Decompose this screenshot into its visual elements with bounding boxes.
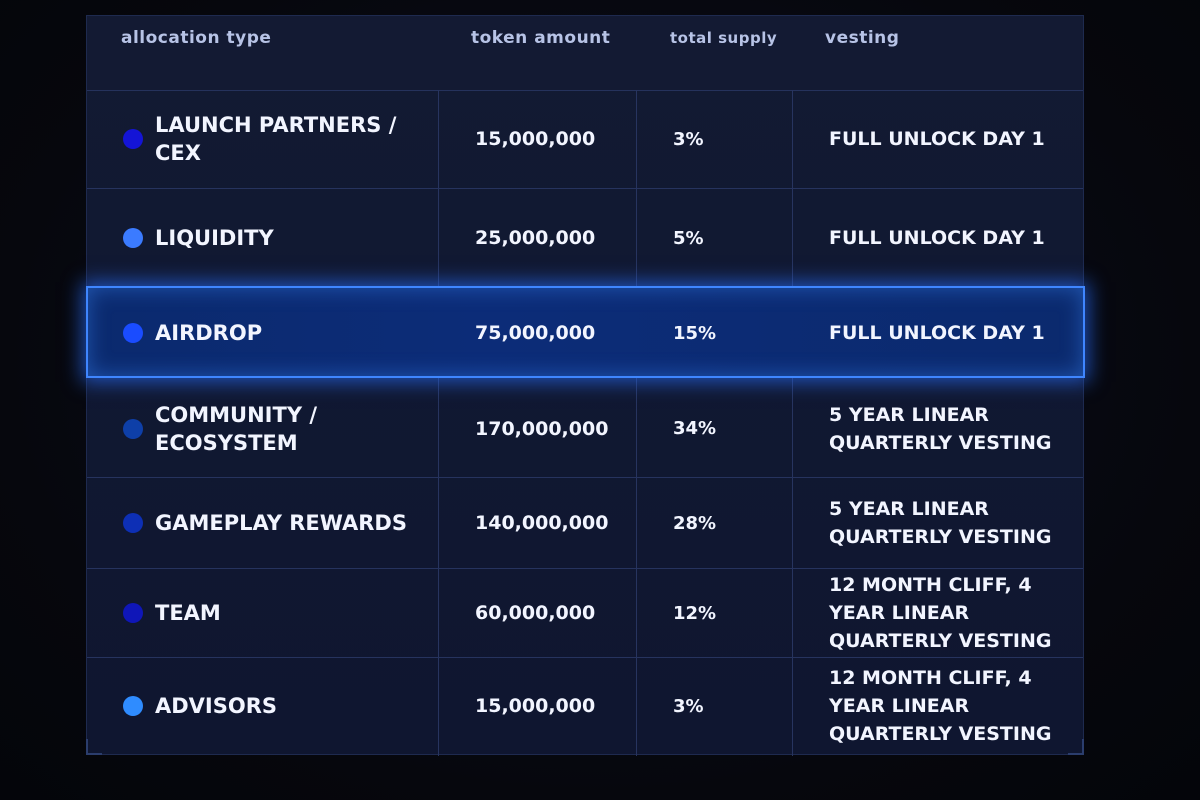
allocation-color-dot (123, 513, 143, 533)
total-supply: 3% (673, 695, 704, 717)
vesting-schedule: 5 YEAR LINEAR QUARTERLY VESTING (829, 498, 1052, 548)
column-divider (792, 90, 793, 756)
table-header: allocation type token amount total suppl… (87, 16, 1083, 91)
total-supply: 15% (673, 322, 717, 344)
vesting-schedule: FULL UNLOCK DAY 1 (829, 227, 1045, 249)
token-amount: 170,000,000 (475, 417, 609, 440)
header-total-supply: total supply (670, 29, 778, 47)
allocation-name-cell: AIRDROP (121, 288, 431, 378)
header-token-amount: token amount (471, 28, 611, 48)
vesting-schedule: 12 MONTH CLIFF, 4 YEAR LINEAR QUARTERLY … (829, 574, 1052, 652)
token-amount: 25,000,000 (475, 227, 596, 249)
allocation-name-cell: LIQUIDITY (121, 189, 431, 287)
allocation-name-cell: GAMEPLAY REWARDS (121, 478, 431, 568)
table-row[interactable]: GAMEPLAY REWARDS 140,000,000 28% 5 YEAR … (87, 478, 1083, 569)
allocation-color-dot (123, 696, 143, 716)
corner-ornament-left (86, 739, 102, 755)
column-divider (438, 90, 439, 756)
allocation-color-dot (123, 603, 143, 623)
token-amount: 60,000,000 (475, 602, 596, 624)
allocation-name: AIRDROP (155, 321, 263, 345)
allocation-name: ADVISORS (155, 694, 278, 718)
token-amount: 140,000,000 (475, 512, 609, 534)
table-row[interactable]: LAUNCH PARTNERS / CEX 15,000,000 3% FULL… (87, 90, 1083, 189)
token-amount: 75,000,000 (475, 322, 596, 344)
allocation-name: LIQUIDITY (155, 226, 274, 250)
allocation-name: TEAM (155, 601, 221, 625)
allocation-name-cell: LAUNCH PARTNERS / CEX (121, 90, 431, 188)
total-supply: 5% (673, 227, 704, 249)
allocation-name-cell: ADVISORS (121, 658, 431, 754)
total-supply: 28% (673, 512, 717, 534)
allocation-name: COMMUNITY / ECOSYSTEM (155, 402, 318, 455)
table-row[interactable]: LIQUIDITY 25,000,000 5% FULL UNLOCK DAY … (87, 189, 1083, 288)
header-vesting: vesting (825, 28, 900, 48)
token-allocation-table: allocation type token amount total suppl… (86, 15, 1085, 756)
column-divider (636, 90, 637, 756)
table-row[interactable]: ADVISORS 15,000,000 3% 12 MONTH CLIFF, 4… (87, 658, 1083, 754)
corner-ornament-right (1068, 739, 1084, 755)
allocation-name-cell: TEAM (121, 569, 431, 657)
table-row[interactable]: TEAM 60,000,000 12% 12 MONTH CLIFF, 4 YE… (87, 569, 1083, 658)
allocation-name-cell: COMMUNITY / ECOSYSTEM (121, 380, 431, 477)
allocation-name: GAMEPLAY REWARDS (155, 511, 407, 535)
allocation-color-dot (123, 129, 143, 149)
header-allocation-type: allocation type (121, 28, 272, 48)
highlighted-row-glow (86, 286, 1085, 378)
total-supply: 3% (673, 128, 704, 150)
vesting-schedule: 5 YEAR LINEAR QUARTERLY VESTING (829, 403, 1052, 454)
allocation-name: LAUNCH PARTNERS / CEX (155, 113, 397, 165)
allocation-color-dot (123, 228, 143, 248)
total-supply: 12% (673, 602, 717, 624)
vesting-schedule: FULL UNLOCK DAY 1 (829, 128, 1045, 150)
vesting-schedule: 12 MONTH CLIFF, 4 YEAR LINEAR QUARTERLY … (829, 667, 1052, 745)
total-supply: 34% (673, 418, 717, 439)
table-row-highlighted[interactable]: AIRDROP 75,000,000 15% FULL UNLOCK DAY 1 (87, 288, 1083, 378)
table-row[interactable]: COMMUNITY / ECOSYSTEM 170,000,000 34% 5 … (87, 380, 1083, 478)
allocation-color-dot (123, 323, 143, 343)
token-amount: 15,000,000 (475, 128, 596, 150)
token-amount: 15,000,000 (475, 695, 596, 717)
vesting-schedule: FULL UNLOCK DAY 1 (829, 322, 1045, 344)
allocation-color-dot (123, 418, 143, 439)
